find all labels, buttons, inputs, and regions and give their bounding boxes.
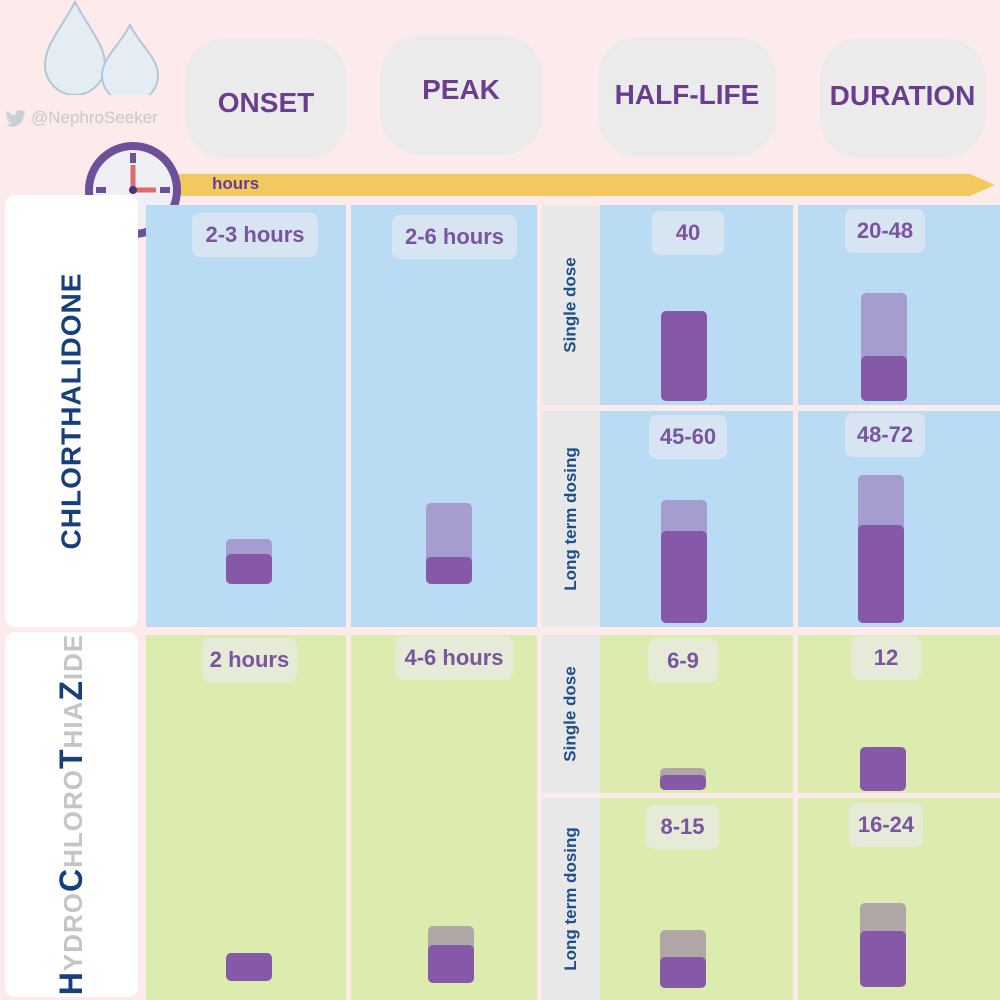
hctz-name-part: T: [53, 748, 90, 769]
chlor-long-duration-value: 48-72: [845, 413, 925, 457]
drug-label-hydrochlorothiazide: HYDROCHLOROTHIAZIDE: [5, 632, 138, 997]
chlor-single-duration-value: 20-48: [845, 209, 925, 253]
header-half-life: HALF-LIFE: [598, 37, 776, 157]
brand-handle: @NephroSeeker: [5, 108, 158, 128]
chlor-single-halflife-value: 40: [652, 211, 724, 255]
hctz-name-part: H: [53, 971, 90, 996]
hctz-single-dose-label: Single dose: [542, 635, 600, 793]
hctz-long-term-duration-min-bar: [860, 931, 906, 987]
hctz-single-halflife-value: 6-9: [648, 639, 718, 683]
water-drop-icon: [100, 22, 160, 95]
hctz-peak-value: 4-6 hours: [395, 636, 513, 680]
hctz-name-part: IDE: [58, 633, 89, 681]
chlor-single-dose-label: Single dose: [542, 205, 600, 405]
chlor-long-halflife-value: 45-60: [649, 415, 727, 459]
hctz-single-dose-half-life-min-bar: [660, 775, 706, 790]
hctz-name-part: C: [53, 867, 90, 892]
hctz-name-part: HLORO: [58, 768, 89, 868]
hctz-onset-min-bar: [226, 953, 272, 981]
brand-handle-text: @NephroSeeker: [31, 108, 158, 127]
hctz-long-term-label: Long term dosing: [542, 798, 600, 1000]
hctz-onset-panel: [146, 635, 346, 1000]
hctz-peak-min-bar: [428, 945, 474, 983]
header-duration: DURATION: [820, 38, 985, 158]
water-drops-logo: [43, 0, 160, 95]
chlorthalidone-single-dose-duration-min-bar: [861, 356, 907, 401]
hctz-long-halflife-value: 8-15: [646, 805, 719, 849]
hctz-onset-value: 2 hours: [202, 638, 297, 682]
chlorthalidone-long-term-duration-min-bar: [858, 524, 904, 623]
hctz-name-part: YDRO: [58, 891, 89, 972]
chlorthalidone-peak-min-bar: [426, 557, 472, 584]
axis-label: hours: [212, 174, 260, 193]
hctz-name-part: Z: [53, 680, 90, 701]
header-peak: PEAK: [380, 35, 542, 155]
chlorthalidone-single-dose-half-life-min-bar: [661, 311, 707, 401]
hctz-name-part: HIA: [58, 700, 89, 749]
chlor-onset-value: 2-3 hours: [192, 213, 318, 257]
hctz-long-duration-value: 16-24: [849, 803, 923, 847]
hctz-single-dose-duration-min-bar: [860, 746, 906, 791]
chlorthalidone-long-term-half-life-min-bar: [661, 530, 707, 623]
chlorthalidone-onset-min-bar: [226, 554, 272, 584]
drug-label-chlorthalidone: CHLORTHALIDONE: [5, 195, 138, 627]
chlor-long-term-label: Long term dosing: [542, 411, 600, 627]
water-drop-icon: [43, 0, 107, 95]
hctz-long-term-half-life-min-bar: [660, 956, 706, 988]
hours-axis-arrow: [140, 174, 995, 196]
hctz-single-duration-value: 12: [851, 636, 921, 680]
twitter-bird-icon: [5, 110, 26, 127]
chlor-peak-value: 2-6 hours: [392, 215, 517, 259]
header-onset: ONSET: [185, 38, 347, 158]
